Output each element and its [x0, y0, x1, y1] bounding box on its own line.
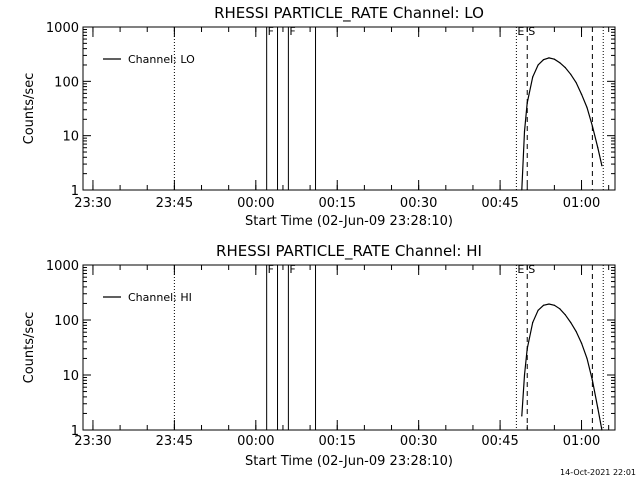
timestamp-label: 14-Oct-2021 22:01 — [560, 468, 636, 477]
y-tick-label: 100 — [54, 314, 79, 329]
marker-label: S — [528, 25, 535, 38]
series-point — [523, 374, 526, 376]
series-point — [553, 304, 555, 306]
x-tick-label: 23:45 — [156, 434, 193, 449]
series-point — [601, 429, 603, 431]
series-point — [542, 59, 545, 61]
chart-title: RHESSI PARTICLE_RATE Channel: HI — [216, 242, 482, 261]
x-tick-label: 23:30 — [74, 196, 111, 211]
y-tick-label: 1000 — [46, 21, 79, 36]
series-point — [521, 189, 523, 191]
x-tick-label: 00:00 — [237, 434, 274, 449]
series-point — [575, 330, 577, 333]
x-tick-label: 01:00 — [563, 196, 600, 211]
series-point — [526, 348, 528, 350]
y-tick-label: 1000 — [46, 259, 79, 274]
legend-label: Channel: LO — [128, 53, 195, 66]
plot-frame — [82, 26, 616, 191]
series-point — [559, 62, 561, 64]
x-axis-label: Start Time (02-Jun-09 23:28:10) — [245, 214, 453, 229]
x-tick-label: 00:15 — [319, 196, 356, 211]
x-tick-label: 00:45 — [481, 196, 518, 211]
series-point — [553, 58, 555, 60]
series-point — [601, 165, 603, 167]
series-point — [548, 57, 550, 59]
legend-label: Channel: HI — [128, 291, 192, 304]
x-tick-label: 00:30 — [400, 196, 437, 211]
marker-label: F — [268, 263, 274, 276]
series-line — [521, 57, 603, 191]
series-point — [570, 321, 572, 324]
series-point — [532, 76, 534, 78]
series-point — [586, 106, 588, 109]
series-point — [564, 66, 566, 69]
series-point — [575, 81, 577, 84]
plot-frame — [82, 264, 616, 431]
x-tick-label: 00:00 — [237, 196, 274, 211]
x-tick-label: 01:00 — [563, 434, 600, 449]
series-point — [526, 102, 528, 104]
plot-panel-1: RHESSI PARTICLE_RATE Channel: LO 1 10 100 10… — [22, 4, 616, 229]
series-point — [597, 407, 599, 409]
y-axis-label: Counts/sec — [22, 312, 37, 384]
series-point — [542, 304, 545, 306]
series-point — [580, 342, 583, 344]
series-point — [559, 308, 561, 310]
series-point — [597, 147, 599, 149]
marker-label: F — [289, 25, 295, 38]
y-tick-label: 1 — [71, 424, 79, 439]
x-tick-label: 00:30 — [400, 434, 437, 449]
marker-label: E — [517, 263, 524, 276]
series-point — [521, 415, 523, 417]
y-tick-label: 10 — [62, 369, 79, 384]
plot-panel-2: RHESSI PARTICLE_RATE Channel: HI 1 10 100 10… — [22, 242, 616, 469]
y-axis-label: Counts/sec — [22, 73, 37, 145]
x-tick-label: 23:30 — [74, 434, 111, 449]
x-tick-label: 23:45 — [156, 196, 193, 211]
y-tick-label: 100 — [54, 75, 79, 90]
marker-label: S — [528, 263, 535, 276]
series-point — [591, 125, 593, 127]
marker-label: F — [289, 263, 295, 276]
x-tick-label: 00:15 — [319, 434, 356, 449]
series-point — [564, 314, 566, 316]
series-point — [586, 357, 588, 360]
series-line — [521, 303, 603, 431]
series-point — [570, 73, 572, 75]
series-point — [537, 64, 539, 66]
x-tick-label: 00:45 — [481, 434, 518, 449]
chart-title: RHESSI PARTICLE_RATE Channel: LO — [214, 4, 484, 23]
y-tick-label: 10 — [62, 130, 79, 145]
series-point — [591, 379, 593, 381]
marker-label: F — [268, 25, 274, 38]
y-tick-label: 1 — [71, 184, 79, 199]
series-point — [532, 321, 534, 324]
series-point — [548, 303, 550, 305]
series-point — [537, 309, 539, 311]
marker-label: E — [517, 25, 524, 38]
series-point — [523, 130, 526, 132]
series-point — [580, 93, 583, 95]
x-axis-label: Start Time (02-Jun-09 23:28:10) — [245, 454, 453, 469]
